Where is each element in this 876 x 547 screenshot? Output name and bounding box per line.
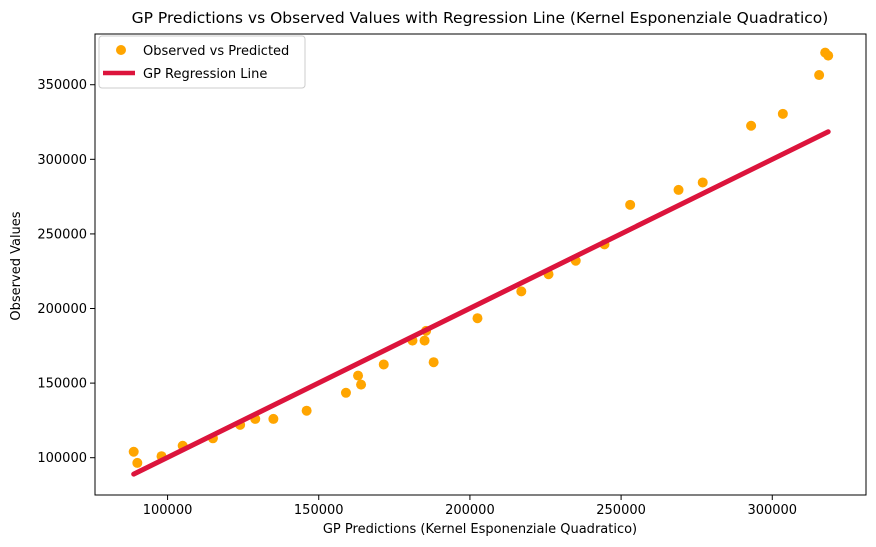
scatter-point bbox=[356, 379, 367, 390]
y-tick-label: 300000 bbox=[37, 153, 87, 168]
scatter-point bbox=[673, 184, 684, 195]
regression-line bbox=[131, 129, 831, 477]
scatter-point bbox=[814, 70, 825, 81]
chart-title: GP Predictions vs Observed Values with R… bbox=[132, 9, 829, 27]
y-axis: 100000 150000 200000 250000 300000 350000 bbox=[37, 78, 95, 466]
scatter-point bbox=[301, 405, 312, 416]
legend-marker-points bbox=[116, 45, 126, 55]
y-tick-label: 150000 bbox=[37, 377, 87, 392]
scatter-point bbox=[128, 446, 139, 457]
x-tick-label: 100000 bbox=[143, 503, 193, 518]
scatter-point bbox=[823, 50, 834, 61]
x-axis-title: GP Predictions (Kernel Esponenziale Quad… bbox=[323, 522, 637, 537]
y-tick-label: 200000 bbox=[37, 302, 87, 317]
y-axis-title: Observed Values bbox=[9, 211, 24, 320]
scatter-point bbox=[516, 286, 527, 297]
scatter-point bbox=[777, 108, 788, 119]
x-tick-label: 150000 bbox=[294, 503, 344, 518]
x-tick-label: 300000 bbox=[747, 503, 797, 518]
scatter-point bbox=[419, 335, 430, 346]
scatter-point bbox=[472, 313, 483, 324]
scatter-point bbox=[378, 359, 389, 370]
legend-box bbox=[98, 35, 306, 89]
scatter-point bbox=[625, 199, 636, 210]
y-tick-label: 100000 bbox=[37, 451, 87, 466]
scatter-point bbox=[746, 120, 757, 131]
scatter-point bbox=[340, 387, 351, 398]
y-tick-label: 250000 bbox=[37, 227, 87, 242]
legend: Observed vs Predicted GP Regression Line bbox=[98, 35, 306, 89]
scatter-point bbox=[132, 457, 143, 468]
x-axis: 100000 150000 200000 250000 300000 bbox=[143, 495, 797, 518]
x-tick-label: 200000 bbox=[445, 503, 495, 518]
y-tick-label: 350000 bbox=[37, 78, 87, 93]
scatter-point bbox=[353, 370, 364, 381]
x-tick-label: 250000 bbox=[596, 503, 646, 518]
scatter-point bbox=[428, 357, 439, 368]
plot-frame bbox=[94, 33, 867, 496]
scatter-point bbox=[697, 177, 708, 188]
legend-label-line: GP Regression Line bbox=[143, 67, 267, 82]
scatter-point bbox=[268, 413, 279, 424]
legend-label-points: Observed vs Predicted bbox=[143, 44, 289, 59]
